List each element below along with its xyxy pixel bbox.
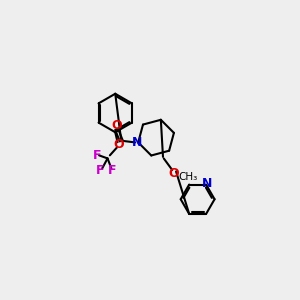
Text: O: O: [111, 119, 122, 132]
Text: O: O: [169, 167, 179, 180]
Text: N: N: [202, 176, 212, 190]
Text: CH₃: CH₃: [178, 172, 197, 182]
Text: O: O: [113, 138, 124, 151]
Text: N: N: [132, 136, 142, 149]
Text: F: F: [96, 164, 104, 177]
Text: F: F: [108, 164, 116, 177]
Text: F: F: [92, 149, 101, 162]
